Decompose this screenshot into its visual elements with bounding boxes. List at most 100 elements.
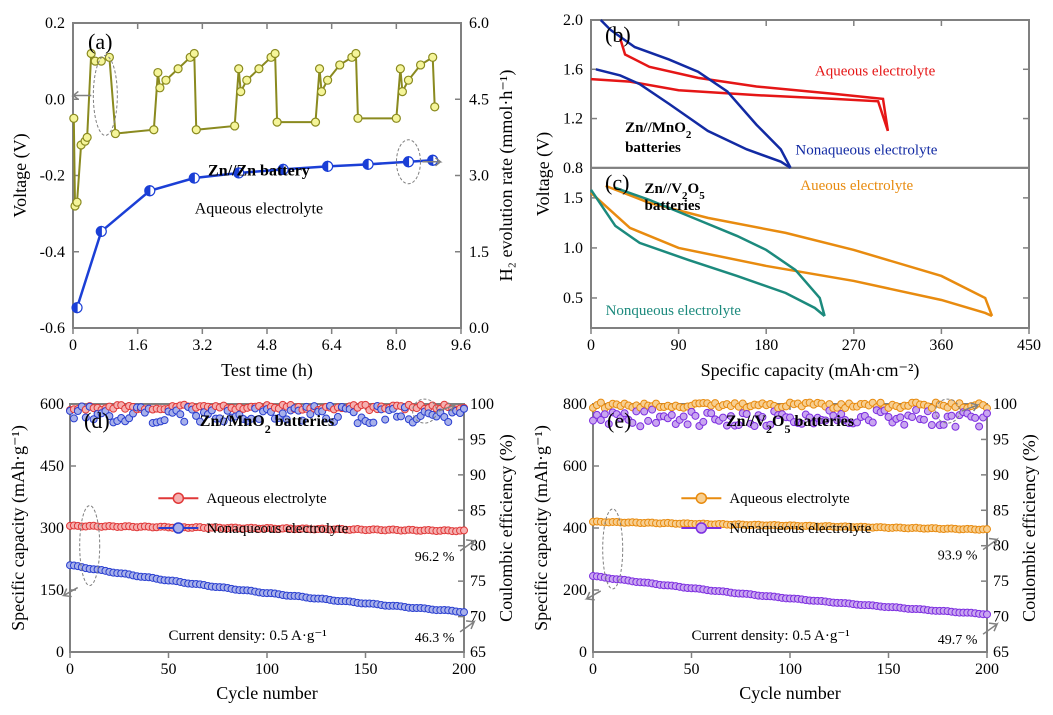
ytick-left: 0.2: [45, 15, 65, 32]
xtick: 0: [589, 661, 597, 678]
ylabel-left: Specific capacity (mAh·g⁻¹): [8, 425, 29, 631]
voltage-marker: [431, 103, 439, 111]
h2-marker-half: [150, 186, 155, 196]
anno-sub: Aqueous electrolyte: [195, 201, 323, 218]
xlabel: Cycle number: [739, 683, 840, 703]
arrow-icon: [983, 623, 997, 634]
b-title2: batteries: [625, 140, 681, 156]
h2-marker-half: [363, 159, 368, 169]
h2-marker-half: [96, 226, 101, 236]
xtick: 200: [452, 661, 476, 678]
h2-line: [77, 160, 433, 307]
legend-nonaq: Nonaqueous electrolyte: [206, 521, 348, 537]
h2-marker-half: [368, 159, 373, 169]
nonaq-ce-marker: [461, 405, 468, 412]
ytick-left: 0: [579, 644, 587, 661]
voltage-marker: [404, 76, 412, 84]
aq-cap-marker: [983, 526, 990, 533]
xtick: 50: [683, 661, 699, 678]
voltage-marker: [231, 122, 239, 130]
voltage-marker: [398, 88, 406, 96]
voltage-marker: [73, 198, 81, 206]
xtick: 270: [841, 337, 865, 354]
ytick-right: 95: [470, 431, 486, 448]
voltage-marker: [312, 118, 320, 126]
legend-nonaq: Nonaqueous electrolyte: [729, 521, 871, 537]
ytick-left: -0.2: [40, 168, 65, 185]
nonaq-ce-marker: [928, 422, 935, 429]
xtick: 4.8: [257, 337, 277, 354]
current-density: Current density: 0.5 A·g⁻¹: [691, 628, 849, 644]
h2-marker-half: [145, 186, 150, 196]
panel-letter: (d): [84, 408, 110, 433]
h2-marker-half: [101, 226, 106, 236]
xtick: 180: [754, 337, 778, 354]
panel-e: 0501001502000200400600800657075808590951…: [531, 392, 1050, 707]
ytick-right: 6.0: [469, 15, 489, 32]
panel-letter: (e): [607, 408, 631, 433]
voltage-marker: [336, 61, 344, 69]
ytick-left: 800: [563, 396, 587, 413]
h2-marker-half: [72, 303, 77, 313]
xtick: 360: [929, 337, 953, 354]
c-aq-label: Aueous electrolyte: [800, 178, 913, 194]
h2-marker-half: [328, 161, 333, 171]
xtick: 90: [670, 337, 686, 354]
nonaq-ce-marker: [951, 423, 958, 430]
voltage-marker: [417, 61, 425, 69]
ytick-right: 95: [993, 431, 1009, 448]
chart-bc: 0901802703604500.81.21.62.00.51.01.5Spec…: [531, 8, 1049, 388]
nonaq-ce-marker: [908, 413, 915, 420]
ytick-left: -0.4: [40, 244, 65, 261]
panel-title: Zn//V2O5 batteries: [726, 413, 854, 436]
xtick: 200: [975, 661, 999, 678]
nonaq-ce-marker: [382, 416, 389, 423]
xtick: 0: [66, 661, 74, 678]
xtick: 0: [587, 337, 595, 354]
figure-grid: 01.63.24.86.48.09.6-0.6-0.4-0.20.00.20.0…: [8, 8, 1045, 707]
panel-bc: 0901802703604500.81.21.62.00.51.01.5Spec…: [531, 8, 1050, 388]
voltage-marker: [190, 50, 198, 58]
nonaq-ce-marker: [445, 418, 452, 425]
panel-title: Zn//MnO2 batteries: [200, 413, 334, 436]
xtick: 0: [69, 337, 77, 354]
ytick-left: 200: [563, 582, 587, 599]
voltage-line: [74, 54, 435, 207]
retention-aq: 93.9 %: [937, 549, 977, 564]
ytick-right: 90: [993, 467, 1009, 484]
nonaq-ce-marker: [177, 411, 184, 418]
xlabel: Test time (h): [221, 360, 313, 381]
h2-marker-half: [428, 155, 433, 165]
nonaq-ce-marker: [644, 417, 651, 424]
ytick-left: 400: [563, 520, 587, 537]
nonaq-ce-marker: [900, 421, 907, 428]
xtick: 3.2: [192, 337, 212, 354]
nonaq-ce-marker: [971, 414, 978, 421]
voltage-marker: [111, 130, 119, 138]
xtick: 8.0: [386, 337, 406, 354]
ytick-right: 0.0: [469, 320, 489, 337]
nonaq-ce-marker: [70, 415, 77, 422]
nonaq-ce-marker: [699, 418, 706, 425]
nonaq-ce-marker: [334, 413, 341, 420]
voltage-marker: [271, 50, 279, 58]
anno-title: Zn//Zn battery: [208, 163, 310, 180]
voltage-marker: [273, 118, 281, 126]
panel-d: 0501001502000150300450600657075808590951…: [8, 392, 527, 707]
ytick-left: 600: [40, 396, 64, 413]
ytick-right: 75: [993, 573, 1009, 590]
voltage-marker: [162, 76, 170, 84]
voltage-marker: [318, 88, 326, 96]
ylabel-right: Coulombic efficiency (%): [1019, 434, 1040, 622]
nonaq-ce-marker: [370, 419, 377, 426]
voltage-marker: [429, 53, 437, 61]
nonaq-ce-marker: [869, 419, 876, 426]
h2-marker-half: [194, 173, 199, 183]
xlabel: Cycle number: [216, 683, 317, 703]
ylabel-bc: Voltage (V): [533, 132, 554, 216]
h2-marker-half: [408, 157, 413, 167]
legend-nonaq-marker: [173, 523, 183, 533]
retention-nonaq: 49.7 %: [937, 633, 977, 648]
voltage-marker: [324, 76, 332, 84]
ytick-right: 3.0: [469, 168, 489, 185]
